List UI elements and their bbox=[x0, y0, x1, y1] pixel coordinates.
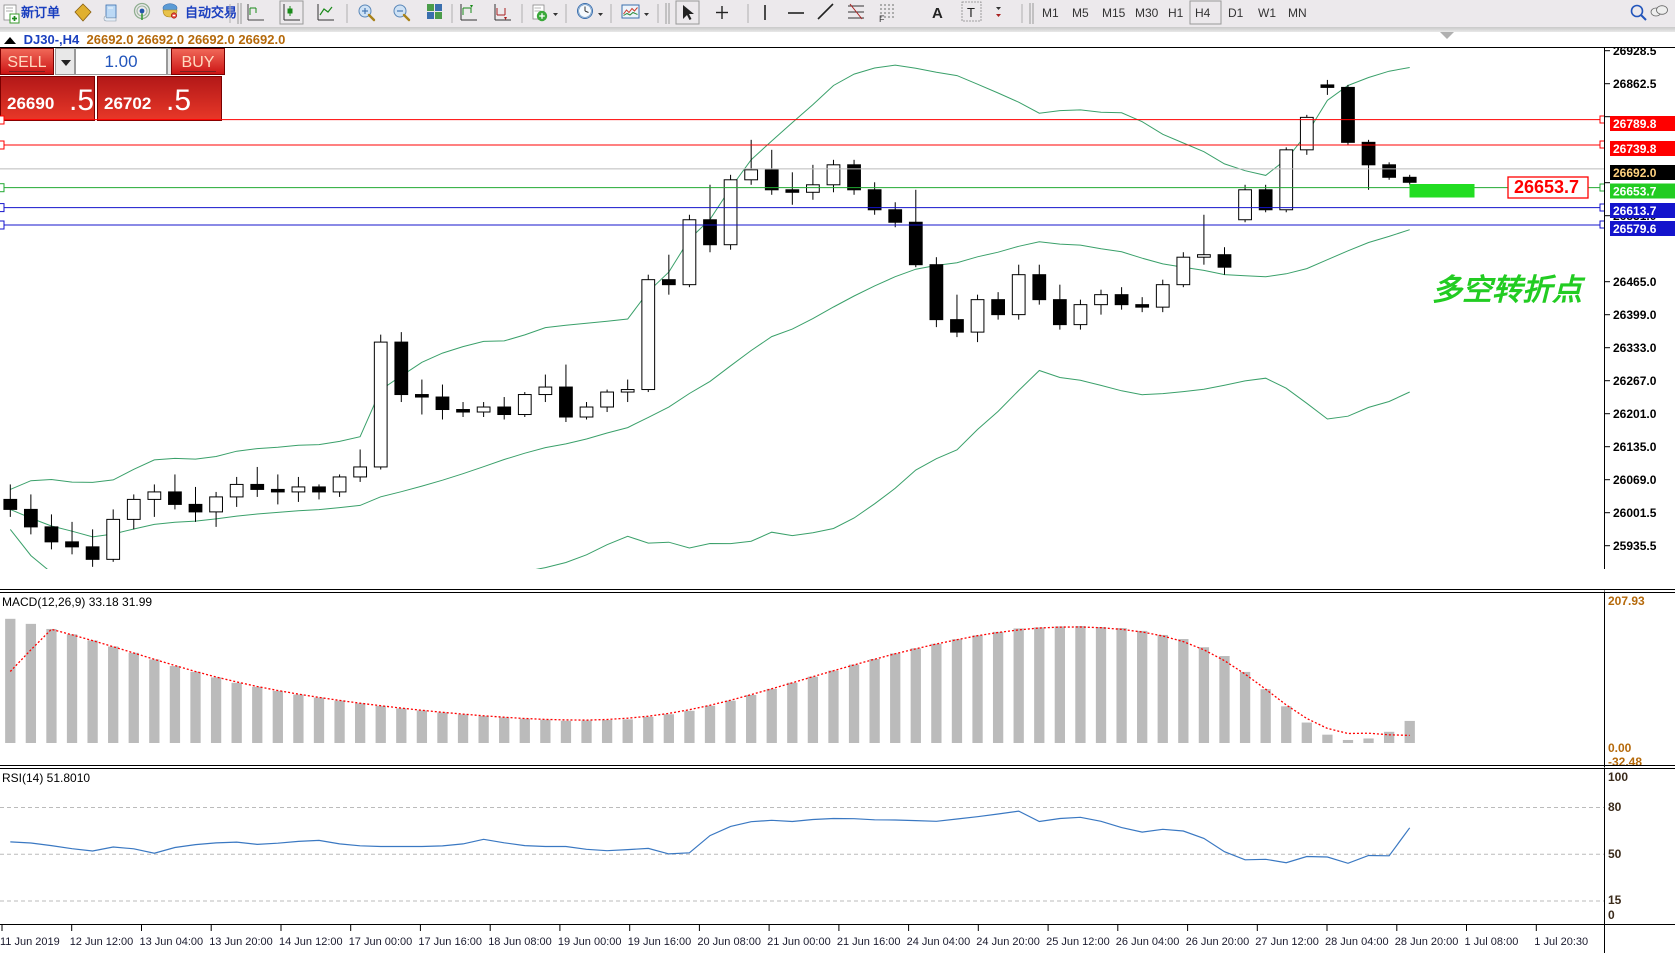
svg-text:T: T bbox=[967, 5, 975, 20]
svg-text:11 Jun 2019: 11 Jun 2019 bbox=[0, 936, 60, 948]
svg-text:D1: D1 bbox=[1228, 6, 1244, 20]
svg-text:14 Jun 12:00: 14 Jun 12:00 bbox=[279, 936, 343, 948]
svg-text:19 Jun 00:00: 19 Jun 00:00 bbox=[558, 936, 622, 948]
svg-text:26653.7: 26653.7 bbox=[1514, 177, 1579, 197]
svg-text:M15: M15 bbox=[1102, 6, 1126, 20]
svg-text:17 Jun 16:00: 17 Jun 16:00 bbox=[418, 936, 482, 948]
svg-text:27 Jun 12:00: 27 Jun 12:00 bbox=[1255, 936, 1319, 948]
svg-text:21 Jun 00:00: 21 Jun 00:00 bbox=[767, 936, 831, 948]
svg-text:M30: M30 bbox=[1135, 6, 1159, 20]
svg-text:26613.7: 26613.7 bbox=[1613, 204, 1657, 218]
svg-text:M5: M5 bbox=[1072, 6, 1089, 20]
svg-text:A: A bbox=[932, 5, 943, 22]
svg-text:20 Jun 08:00: 20 Jun 08:00 bbox=[697, 936, 761, 948]
svg-text:MN: MN bbox=[1288, 6, 1307, 20]
svg-text:H4: H4 bbox=[1195, 6, 1211, 20]
svg-text:26399.0: 26399.0 bbox=[1613, 308, 1657, 322]
svg-text:28 Jun 04:00: 28 Jun 04:00 bbox=[1325, 936, 1389, 948]
svg-text:W1: W1 bbox=[1258, 6, 1276, 20]
svg-text:F: F bbox=[879, 14, 885, 24]
svg-text:26 Jun 20:00: 26 Jun 20:00 bbox=[1186, 936, 1250, 948]
svg-text:26862.5: 26862.5 bbox=[1613, 77, 1657, 91]
svg-text:多空转折点: 多空转折点 bbox=[1432, 274, 1586, 307]
svg-text:17 Jun 00:00: 17 Jun 00:00 bbox=[349, 936, 413, 948]
svg-text:24 Jun 20:00: 24 Jun 20:00 bbox=[976, 936, 1040, 948]
svg-text:21 Jun 16:00: 21 Jun 16:00 bbox=[837, 936, 901, 948]
svg-text:26692.0: 26692.0 bbox=[1613, 166, 1657, 180]
svg-text:26333.0: 26333.0 bbox=[1613, 341, 1657, 355]
svg-text:26653.7: 26653.7 bbox=[1613, 185, 1657, 199]
svg-text:自动交易: 自动交易 bbox=[185, 5, 237, 20]
svg-text:28 Jun 20:00: 28 Jun 20:00 bbox=[1395, 936, 1459, 948]
svg-text:18 Jun 08:00: 18 Jun 08:00 bbox=[488, 936, 552, 948]
svg-text:12 Jun 12:00: 12 Jun 12:00 bbox=[70, 936, 134, 948]
svg-text:26579.6: 26579.6 bbox=[1613, 222, 1657, 236]
svg-text:1 Jul 20:30: 1 Jul 20:30 bbox=[1534, 936, 1588, 948]
svg-text:26465.0: 26465.0 bbox=[1613, 275, 1657, 289]
svg-text:25 Jun 12:00: 25 Jun 12:00 bbox=[1046, 936, 1110, 948]
svg-text:26928.5: 26928.5 bbox=[1613, 48, 1657, 58]
svg-text:26001.5: 26001.5 bbox=[1613, 506, 1657, 520]
svg-text:M1: M1 bbox=[1042, 6, 1059, 20]
svg-text:25935.5: 25935.5 bbox=[1613, 539, 1657, 553]
svg-text:26 Jun 04:00: 26 Jun 04:00 bbox=[1116, 936, 1180, 948]
svg-text:新订单: 新订单 bbox=[21, 5, 60, 20]
svg-text:26739.8: 26739.8 bbox=[1613, 142, 1657, 156]
svg-text:26069.0: 26069.0 bbox=[1613, 473, 1657, 487]
svg-text:H1: H1 bbox=[1168, 6, 1184, 20]
svg-text:26201.0: 26201.0 bbox=[1613, 407, 1657, 421]
svg-text:13 Jun 04:00: 13 Jun 04:00 bbox=[140, 936, 204, 948]
svg-text:24 Jun 04:00: 24 Jun 04:00 bbox=[907, 936, 971, 948]
svg-text:1 Jul 08:00: 1 Jul 08:00 bbox=[1465, 936, 1519, 948]
svg-text:26267.0: 26267.0 bbox=[1613, 374, 1657, 388]
svg-text:26135.0: 26135.0 bbox=[1613, 440, 1657, 454]
svg-text:19 Jun 16:00: 19 Jun 16:00 bbox=[628, 936, 692, 948]
svg-text:13 Jun 20:00: 13 Jun 20:00 bbox=[209, 936, 273, 948]
svg-text:26789.8: 26789.8 bbox=[1613, 117, 1657, 131]
